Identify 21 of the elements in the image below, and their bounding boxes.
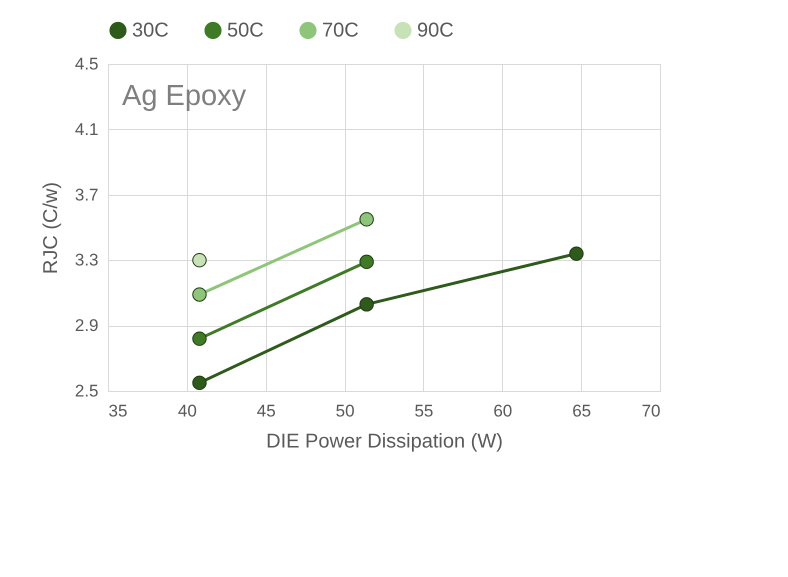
x-tick-label: 65 xyxy=(572,402,592,420)
x-tick-label: 45 xyxy=(256,402,276,420)
y-tick-label: 2.5 xyxy=(74,382,98,400)
y-tick-label: 2.9 xyxy=(74,316,98,336)
x-tick-label: 50 xyxy=(336,402,355,420)
y-axis-title: RJC (C/w) xyxy=(40,182,62,274)
y-tick-label: 4.1 xyxy=(74,120,98,139)
y-tick-label: 3.7 xyxy=(74,185,98,204)
annotation: Ag Epoxy xyxy=(122,80,247,112)
x-tick-label: 60 xyxy=(493,402,512,420)
legend-label: 50C xyxy=(227,19,264,42)
x-axis-title: DIE Power Dissipation (W) xyxy=(266,430,503,452)
legend-label: 70C xyxy=(322,19,359,42)
y-tick-label: 3.3 xyxy=(74,250,98,270)
legend-label: 30C xyxy=(132,19,169,42)
x-tick-label: 35 xyxy=(108,402,128,420)
x-tick-label: 70 xyxy=(642,402,660,420)
legend-label: 90C xyxy=(417,19,454,42)
x-tick-label: 55 xyxy=(414,402,434,420)
x-tick-label: 40 xyxy=(178,402,197,420)
y-tick-label: 4.5 xyxy=(74,54,98,74)
